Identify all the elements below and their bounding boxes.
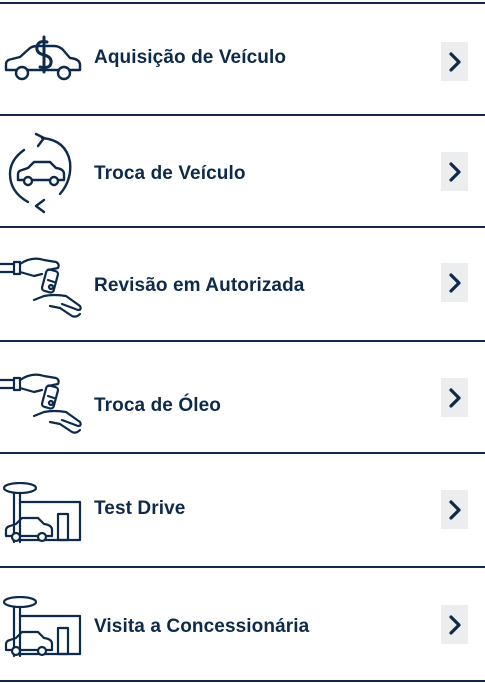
divider bbox=[0, 680, 485, 682]
car-dollar-icon bbox=[0, 34, 90, 86]
chevron-right-icon[interactable] bbox=[441, 263, 468, 302]
list-item-label: Troca de Veículo bbox=[94, 163, 246, 184]
hand-key-icon bbox=[0, 250, 90, 320]
divider bbox=[0, 226, 485, 228]
list-item-label: Test Drive bbox=[94, 498, 186, 519]
list-item-authorized-service[interactable]: Revisão em Autorizada bbox=[0, 228, 485, 340]
list-item-label: Aquisição de Veículo bbox=[94, 47, 287, 68]
list-item-oil-change[interactable]: Troca de Óleo bbox=[0, 342, 485, 452]
list-item-label: Visita a Concessionária bbox=[94, 616, 310, 637]
dealership-icon bbox=[0, 596, 90, 658]
list-item-dealership-visit[interactable]: Visita a Concessionária bbox=[0, 568, 485, 680]
chevron-right-icon[interactable] bbox=[441, 378, 468, 417]
list-item-label: Revisão em Autorizada bbox=[94, 275, 305, 296]
hand-key-icon bbox=[0, 366, 90, 436]
divider bbox=[0, 566, 485, 568]
list-item-vehicle-exchange[interactable]: Troca de Veículo bbox=[0, 116, 485, 226]
chevron-right-icon[interactable] bbox=[441, 605, 468, 644]
divider bbox=[0, 114, 485, 116]
divider bbox=[0, 2, 485, 4]
divider bbox=[0, 340, 485, 342]
divider bbox=[0, 452, 485, 454]
chevron-right-icon[interactable] bbox=[441, 490, 468, 529]
list-item-test-drive[interactable]: Test Drive bbox=[0, 454, 485, 566]
dealership-icon bbox=[0, 482, 90, 544]
chevron-right-icon[interactable] bbox=[441, 152, 468, 191]
chevron-right-icon[interactable] bbox=[441, 42, 468, 81]
list-item-label: Troca de Óleo bbox=[94, 395, 221, 416]
car-exchange-icon bbox=[0, 130, 90, 214]
list-item-vehicle-acquisition[interactable]: Aquisição de Veículo bbox=[0, 4, 485, 114]
